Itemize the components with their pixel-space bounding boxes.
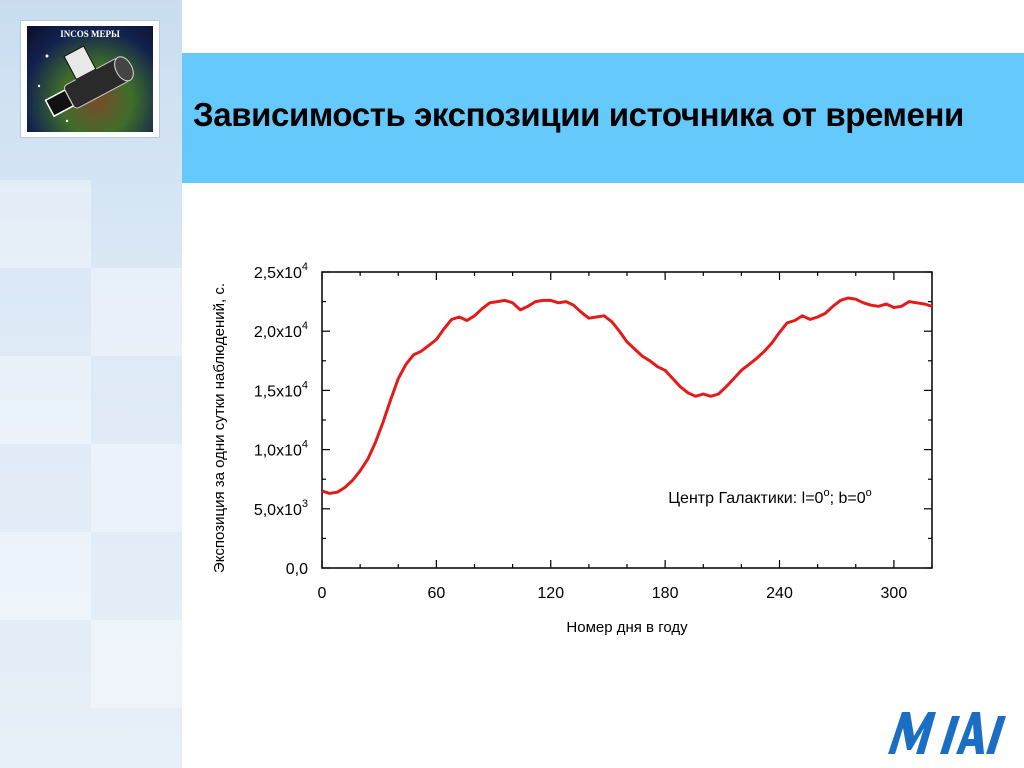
x-tick-label: 60 bbox=[427, 585, 445, 602]
exposure-series-line bbox=[321, 296, 933, 495]
satellite-icon bbox=[37, 45, 134, 123]
y-tick-label: 0,0 bbox=[286, 561, 308, 578]
plot-frame bbox=[321, 271, 933, 569]
galactic-center-annotation: Центр Галактики: l=0o; b=0o bbox=[668, 487, 872, 507]
x-tick-label: 120 bbox=[537, 585, 564, 602]
y-tick-label: 1,5x104 bbox=[254, 379, 308, 400]
logo-text: INCOS МЕРЫ bbox=[60, 29, 120, 39]
x-tick-label: 300 bbox=[881, 585, 908, 602]
x-tick-label: 180 bbox=[652, 585, 679, 602]
x-axis-label: Номер дня в году bbox=[566, 619, 688, 636]
slide-title: Зависимость экспозиции источника от врем… bbox=[193, 96, 964, 133]
y-tick-label: 1,0x104 bbox=[254, 439, 308, 460]
title-band bbox=[182, 53, 1024, 183]
satellite-logo-image: INCOS МЕРЫ bbox=[27, 26, 153, 132]
mifi-logo bbox=[888, 712, 1006, 754]
y-tick-label: 2,0x104 bbox=[254, 320, 308, 341]
y-tick-label: 2,5x104 bbox=[254, 261, 308, 282]
y-tick-label: 5,0x103 bbox=[254, 498, 308, 519]
incos-logo: INCOS МЕРЫ bbox=[20, 20, 160, 138]
x-tick-label: 240 bbox=[766, 585, 793, 602]
y-axis-label: Экспозиция за одни сутки наблюдений, с. bbox=[211, 283, 228, 573]
x-tick-label: 0 bbox=[318, 585, 327, 602]
